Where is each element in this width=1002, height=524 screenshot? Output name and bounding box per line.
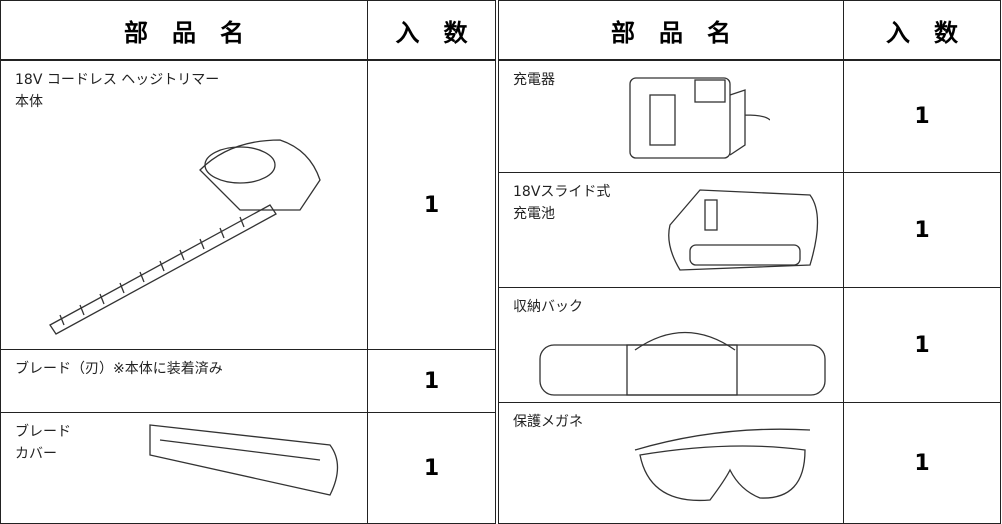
item-qty: 1 <box>843 287 1001 403</box>
item-qty: 1 <box>367 349 496 413</box>
name-line: 充電池 <box>513 206 555 222</box>
name-line: 保護メガネ <box>513 414 583 430</box>
item-qty: 1 <box>367 60 496 350</box>
product-illustration <box>49 139 321 335</box>
name-line: 充電器 <box>513 72 555 88</box>
item-name: ブレード（刃）※本体に装着済み <box>0 349 368 413</box>
name-line: 収納バック <box>513 299 583 315</box>
product-illustration <box>539 331 826 396</box>
product-illustration <box>629 77 770 159</box>
name-line: ブレード <box>15 424 71 440</box>
header-qty: 入 数 <box>367 0 496 61</box>
product-illustration <box>149 424 339 496</box>
header-name: 部 品 名 <box>0 0 368 61</box>
name-line: カバー <box>15 446 57 462</box>
product-illustration <box>668 189 819 271</box>
product-illustration <box>634 428 811 502</box>
name-line: 本体 <box>15 94 43 110</box>
name-line: 18V コードレス ヘッジトリマー <box>15 72 220 88</box>
name-line: 18Vスライド式 <box>513 184 611 200</box>
item-qty: 1 <box>843 60 1001 173</box>
name-line: ブレード（刃）※本体に装着済み <box>15 361 223 377</box>
item-qty: 1 <box>843 402 1001 524</box>
item-qty: 1 <box>367 412 496 524</box>
header-name: 部 品 名 <box>498 0 844 61</box>
header-qty: 入 数 <box>843 0 1001 61</box>
item-qty: 1 <box>843 172 1001 288</box>
